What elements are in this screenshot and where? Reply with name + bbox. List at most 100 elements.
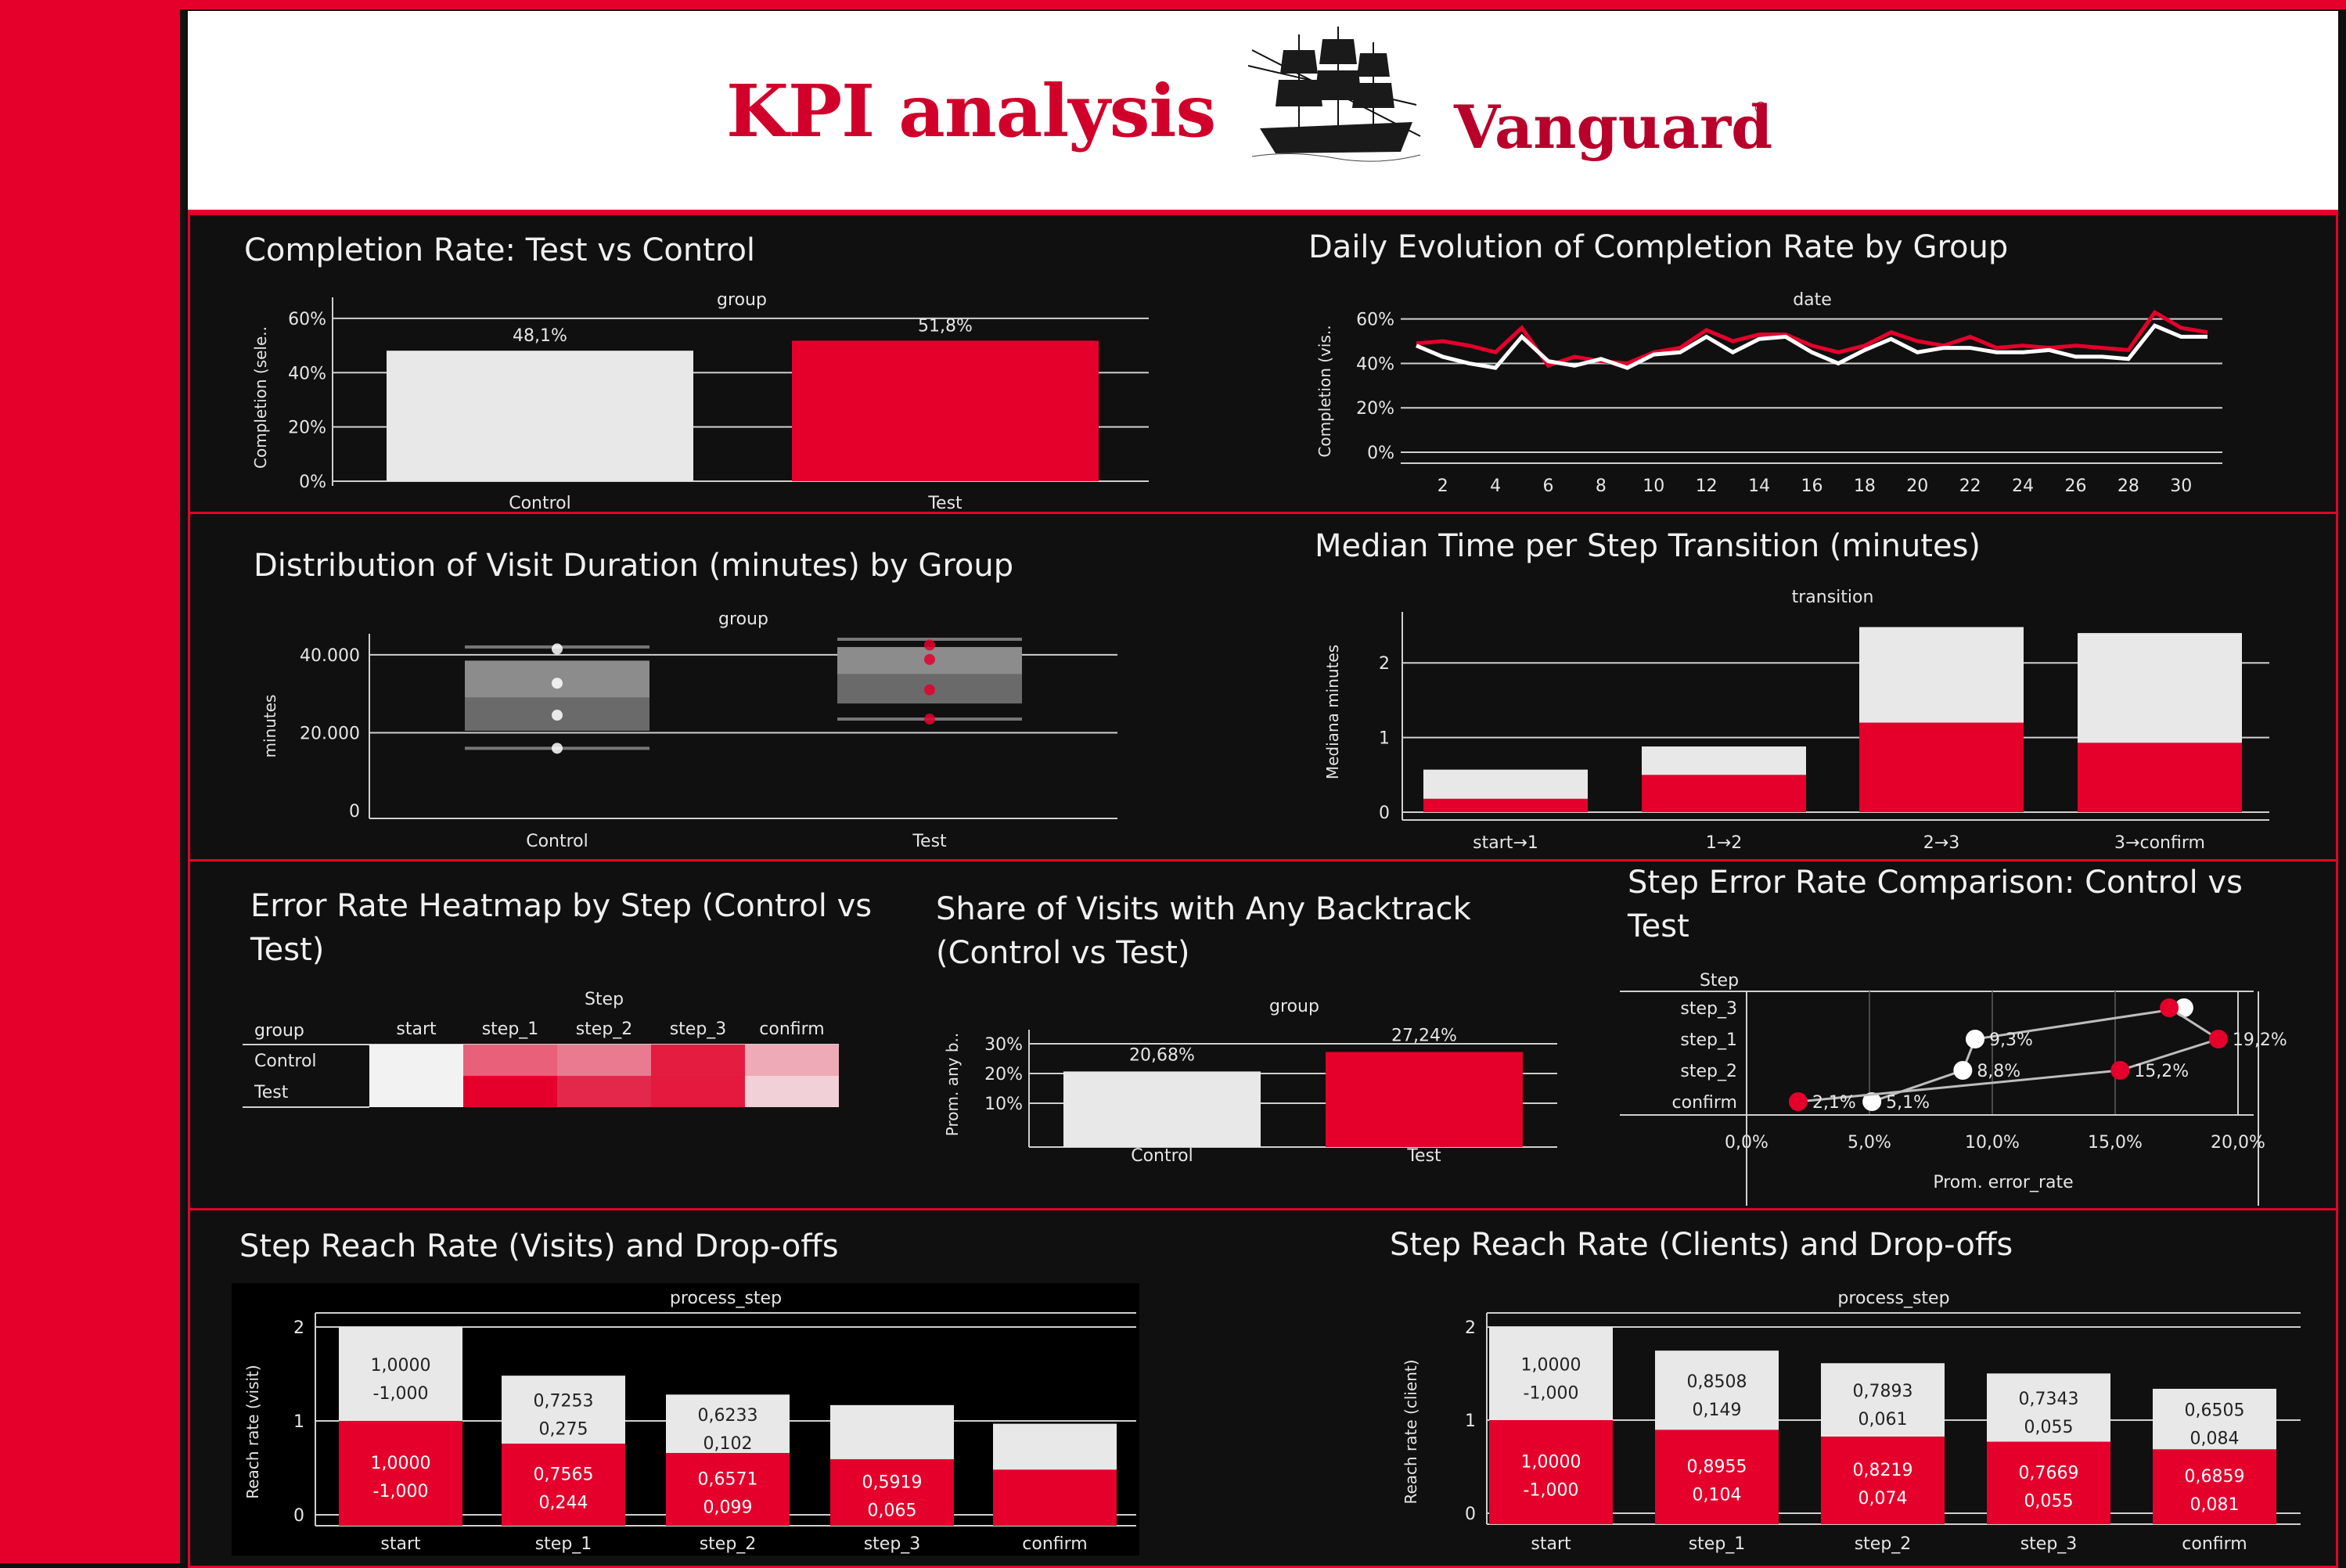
bar-control — [387, 351, 693, 481]
data-label: -1,000 — [373, 1384, 429, 1404]
x-tick-label: 18 — [1854, 477, 1876, 496]
x-tick-label: 3→confirm — [2114, 833, 2205, 853]
column-label: step_2 — [576, 1020, 633, 1039]
row-label: confirm — [1672, 1093, 1737, 1113]
column-label: step_1 — [482, 1020, 539, 1039]
bar-test — [830, 1458, 954, 1526]
x-tick-label: 10 — [1643, 477, 1664, 496]
completion-rate-chart: group Completion (sele.. 0% 20% 40% 60% 48,1% C… — [251, 290, 1149, 513]
sidebar — [0, 0, 185, 1563]
x-tick-label: step_3 — [864, 1534, 921, 1554]
x-tick-label: Test — [1406, 1146, 1441, 1166]
point-control — [2174, 998, 2193, 1017]
heatmap-cell — [369, 1076, 463, 1107]
y-tick-label: 2 — [293, 1318, 304, 1338]
x-tick-label: 2→3 — [1923, 833, 1959, 853]
y-tick-label: 0 — [349, 802, 360, 822]
chart-header: group — [1269, 997, 1319, 1016]
x-tick-label: 28 — [2118, 477, 2139, 496]
bar-control — [1489, 1327, 1613, 1420]
data-label: -1,000 — [1524, 1384, 1579, 1404]
data-label: 0,102 — [703, 1434, 753, 1454]
bar-test — [1859, 722, 2024, 812]
point-control — [1862, 1092, 1882, 1111]
data-point — [924, 714, 935, 725]
y-tick-label: 1 — [293, 1412, 304, 1432]
data-label: 0,061 — [1858, 1410, 1908, 1430]
bar-control — [993, 1423, 1117, 1470]
y-tick-label: 2 — [1465, 1318, 1476, 1338]
data-point — [552, 678, 563, 689]
data-label: 0,8955 — [1687, 1458, 1747, 1477]
reach-visits-chart: process_step Reach rate (visit) 0 1 2 1,0000 -… — [232, 1283, 1139, 1555]
connector-line — [1871, 1006, 2185, 1103]
x-tick-label: confirm — [1022, 1534, 1087, 1554]
error-heatmap-chart: Step group start step_1 step_2 step_3 confirm C… — [243, 990, 839, 1108]
x-tick-label: 16 — [1801, 477, 1823, 496]
data-point — [924, 684, 935, 696]
bar-control — [666, 1394, 790, 1454]
y-tick-label: 20% — [1356, 399, 1394, 419]
backtrack-share-chart: group Prom. any b.. 10% 20% 30% 20,68% Control… — [943, 997, 1557, 1166]
data-label: 9,3% — [1989, 1030, 2033, 1050]
data-label: 0,6505 — [2185, 1401, 2245, 1421]
y-tick-label: 1 — [1379, 729, 1390, 749]
x-tick-label: Control — [509, 494, 571, 513]
heatmap-cell — [557, 1045, 651, 1076]
data-label: 0,074 — [1858, 1489, 1908, 1509]
bar-control — [1063, 1071, 1261, 1147]
data-point — [924, 653, 935, 665]
bar-control — [339, 1327, 462, 1421]
y-axis-label: Completion (vis.. — [1315, 325, 1334, 457]
point-test — [2208, 1030, 2228, 1048]
y-tick-label: 20.000 — [300, 724, 360, 743]
y-axis-label: Completion (sele.. — [251, 326, 270, 469]
y-tick-label: 0% — [1367, 444, 1394, 463]
reach-clients-chart: process_step Reach rate (client) 0 1 2 1,0000… — [1401, 1289, 2301, 1554]
bar-test — [1821, 1437, 1945, 1524]
data-point — [552, 743, 563, 754]
reach-visits-title: Step Reach Rate (Visits) and Drop-offs — [239, 1228, 839, 1264]
dashboard-title: KPI analysis — [726, 69, 1216, 153]
data-label: 0,7893 — [1853, 1382, 1913, 1401]
heatmap-title: Error Rate Heatmap by Step (Control vs T… — [250, 888, 873, 968]
data-label: 1,0000 — [371, 1454, 431, 1473]
point-control — [1953, 1061, 1973, 1080]
x-tick-label: start — [1531, 1534, 1571, 1554]
heatmap-cell — [369, 1045, 463, 1076]
heatmap-cell — [651, 1076, 745, 1107]
data-label: 20,68% — [1129, 1045, 1195, 1065]
bar-control — [1987, 1373, 2110, 1442]
x-tick-label: Control — [526, 832, 588, 851]
bar-test — [2078, 743, 2242, 812]
bar-test — [2153, 1449, 2276, 1524]
y-tick-label: 30% — [984, 1035, 1023, 1055]
x-tick-label: 12 — [1696, 477, 1718, 496]
data-label: -1,000 — [1524, 1481, 1579, 1501]
y-axis-label: Prom. any b.. — [943, 1033, 962, 1136]
heatmap-cell — [745, 1076, 839, 1107]
sailing-ship-icon — [1247, 27, 1421, 162]
x-tick-label: Test — [912, 832, 947, 851]
bar-control — [2153, 1388, 2276, 1450]
series-line-test — [1416, 309, 2208, 369]
heatmap-cell — [651, 1045, 745, 1076]
data-label: 0,275 — [539, 1420, 588, 1440]
bar-control — [502, 1376, 625, 1444]
chart-header: Step — [585, 990, 624, 1009]
x-tick-label: step_2 — [700, 1534, 757, 1554]
median-title: Median Time per Step Transition (minutes… — [1315, 528, 1981, 564]
point-control — [1966, 1030, 1985, 1048]
daily-title: Daily Evolution of Completion Rate by Gr… — [1308, 229, 2009, 265]
chart-header: process_step — [670, 1289, 782, 1308]
data-label: 51,8% — [918, 316, 973, 336]
data-label: 19,2% — [2233, 1030, 2287, 1050]
bar-test — [1489, 1420, 1613, 1524]
x-tick-label: 5,0% — [1848, 1133, 1891, 1153]
data-label: 15,2% — [2134, 1062, 2189, 1081]
data-point — [924, 639, 935, 651]
x-tick-label: 6 — [1543, 477, 1554, 496]
x-tick-label: 14 — [1748, 477, 1770, 496]
median-step-time-chart: transition Mediana minutes 0 1 2 start→1 1→2 2→… — [1323, 588, 2269, 853]
